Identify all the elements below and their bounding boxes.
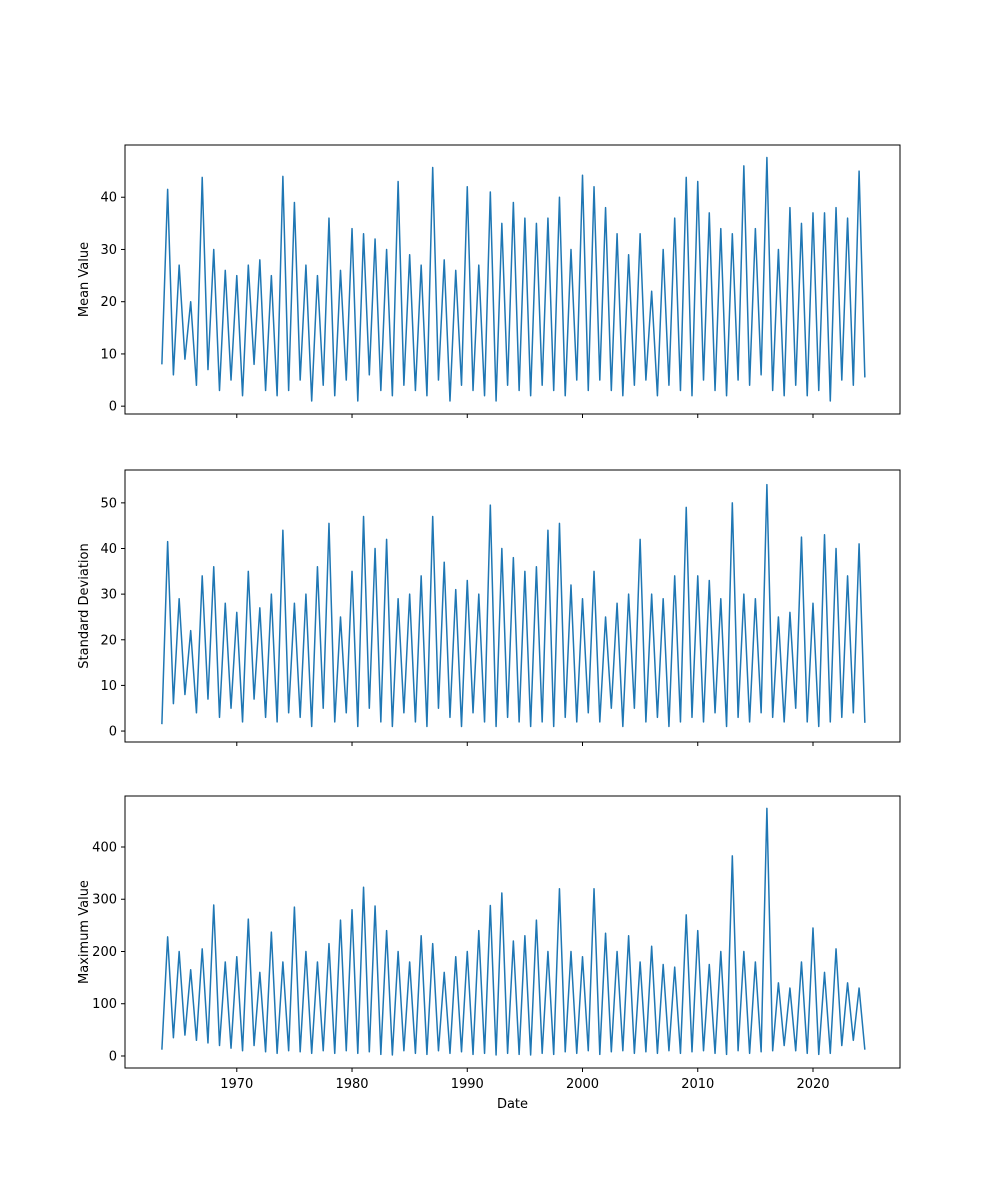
y-axis-label: Mean Value xyxy=(77,242,92,317)
y-tick-label: 40 xyxy=(100,542,117,557)
y-tick-label: 100 xyxy=(92,997,117,1012)
x-tick-label: 2000 xyxy=(566,1077,599,1092)
y-tick-label: 0 xyxy=(109,725,117,740)
x-tick-label: 2020 xyxy=(796,1077,829,1092)
y-tick-label: 10 xyxy=(100,679,117,694)
y-tick-label: 30 xyxy=(100,588,117,603)
y-tick-label: 0 xyxy=(109,1049,117,1064)
data-line xyxy=(161,807,866,1056)
y-tick-label: 400 xyxy=(92,840,117,855)
y-tick-label: 30 xyxy=(100,243,117,258)
x-tick-label: 1980 xyxy=(335,1077,368,1092)
y-tick-label: 300 xyxy=(92,893,117,908)
axes-frame xyxy=(124,144,901,415)
y-tick-label: 20 xyxy=(100,633,117,648)
axes-frame xyxy=(124,795,901,1069)
y-tick-label: 20 xyxy=(100,295,117,310)
y-tick-label: 0 xyxy=(109,400,117,415)
y-tick-label: 40 xyxy=(100,191,117,206)
y-axis-label: Maximum Value xyxy=(77,880,92,984)
x-tick-label: 2010 xyxy=(681,1077,714,1092)
y-tick-label: 200 xyxy=(92,945,117,960)
data-line xyxy=(161,483,866,728)
y-axis-label: Standard Deviation xyxy=(77,543,92,668)
x-tick-label: 1990 xyxy=(451,1077,484,1092)
y-tick-label: 10 xyxy=(100,347,117,362)
y-tick-label: 50 xyxy=(100,496,117,511)
x-axis-label: Date xyxy=(497,1097,528,1112)
axes-frame xyxy=(124,469,901,743)
x-tick-label: 1970 xyxy=(220,1077,253,1092)
data-line xyxy=(161,156,866,402)
